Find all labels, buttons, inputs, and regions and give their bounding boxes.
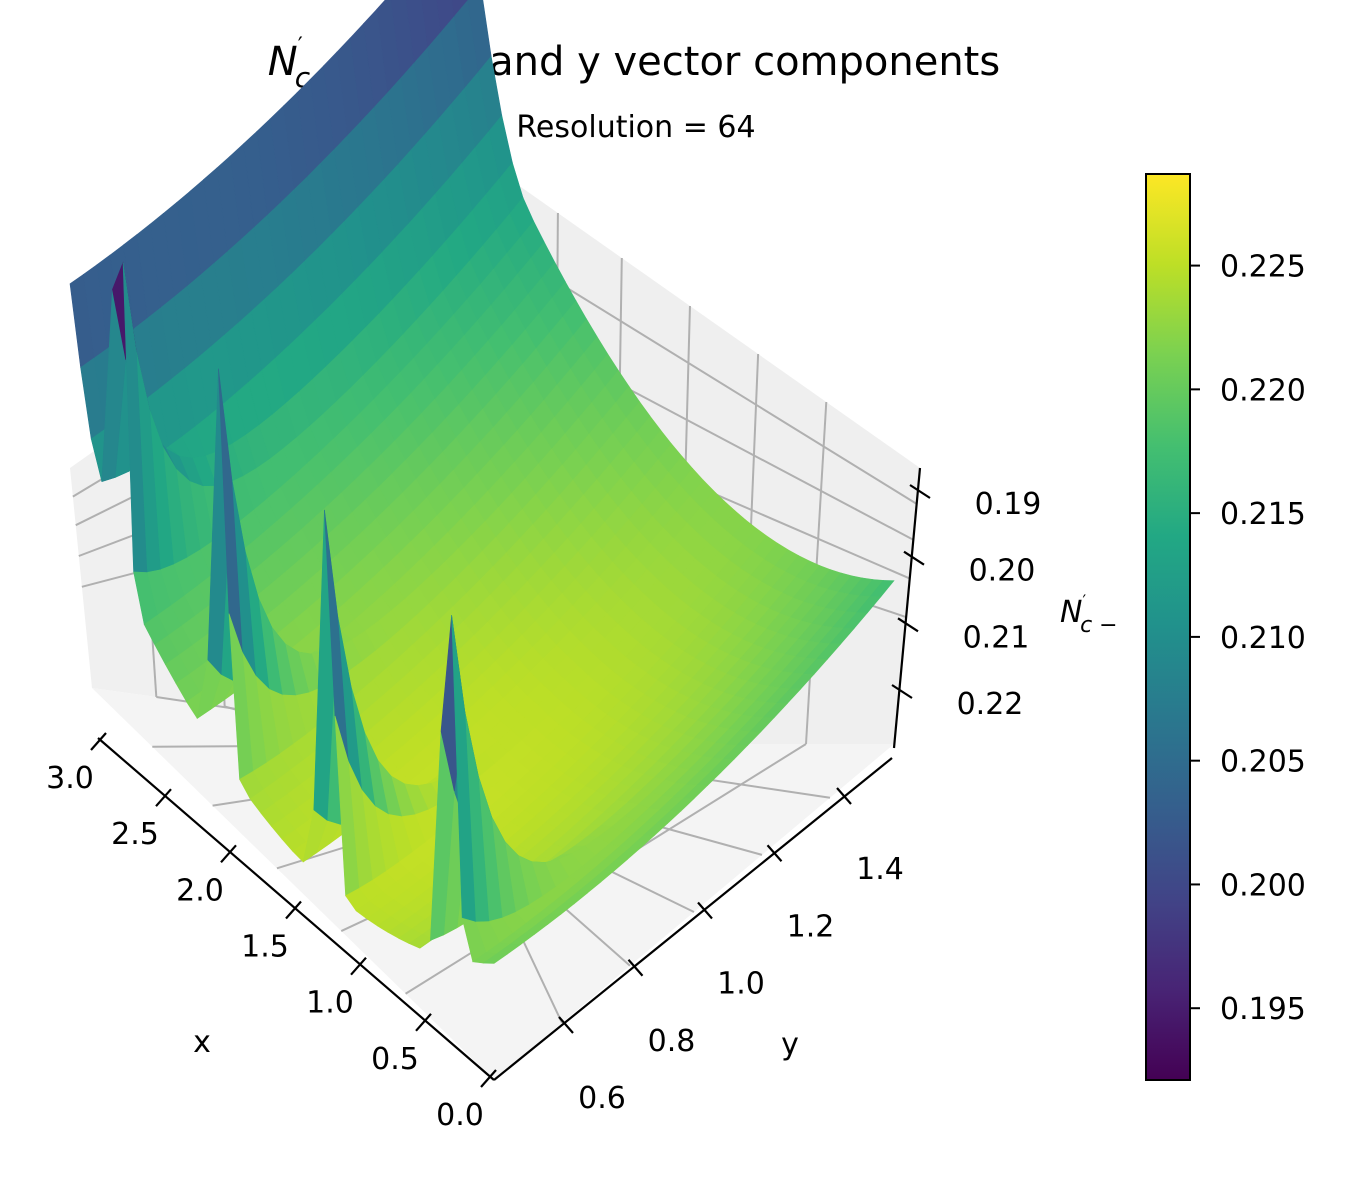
x-tick — [415, 1013, 432, 1032]
x-axis-label: x — [193, 1025, 211, 1060]
x-tick-label: 1.0 — [306, 986, 354, 1021]
colorbar-gradient — [1145, 173, 1191, 1081]
chart-subtitle: Resolution = 64 — [516, 110, 755, 145]
surface-patch — [482, 953, 509, 964]
z-label-prime: ′ — [1082, 591, 1086, 610]
z-tick-label: 0.21 — [963, 620, 1030, 655]
z-tick — [909, 484, 931, 499]
y-tick — [766, 844, 783, 862]
colorbar-tick-label: 0.200 — [1220, 868, 1306, 903]
z-tick — [903, 550, 925, 566]
z-axis-line — [892, 467, 922, 749]
x-ticks: 3.0 2.5 2.0 1.5 1.0 0.5 0.0 — [46, 732, 497, 1133]
y-axis-label: y — [781, 1027, 799, 1062]
y-tick-label: 1.2 — [787, 909, 835, 944]
z-tick — [897, 617, 919, 633]
y-tick — [697, 901, 713, 920]
z-tick-label: 0.22 — [957, 687, 1024, 722]
z-tick — [891, 684, 913, 699]
x-tick — [350, 956, 367, 976]
colorbar-ticks: 0.195 0.200 0.205 0.210 0.215 0.220 0.225 — [1190, 250, 1306, 1027]
title-symbol: N — [268, 39, 298, 85]
x-tick — [155, 788, 172, 807]
colorbar-tick-label: 0.220 — [1220, 373, 1306, 408]
z-label-symbol: N — [1060, 595, 1082, 630]
y-tick-label: 0.6 — [578, 1081, 626, 1116]
y-tick — [627, 959, 644, 977]
y-tick-label: 1.0 — [717, 967, 765, 1002]
x-tick-label: 3.0 — [46, 761, 94, 796]
x-tick — [480, 1069, 497, 1088]
colorbar-tick-label: 0.215 — [1220, 497, 1306, 532]
colorbar: 0.195 0.200 0.205 0.210 0.215 0.220 0.225 — [1145, 173, 1306, 1081]
colorbar-tick-label: 0.195 — [1220, 992, 1306, 1027]
z-tick-label: 0.20 — [969, 554, 1036, 589]
x-tick — [220, 844, 237, 864]
x-tick-label: 2.5 — [111, 817, 159, 852]
x-tick — [90, 732, 107, 751]
y-tick-label: 1.4 — [856, 852, 904, 887]
x-tick-label: 0.0 — [436, 1098, 484, 1133]
z-ticks: 0.19 0.20 0.21 0.22 — [891, 484, 1042, 722]
axes-3d: 3.0 2.5 2.0 1.5 1.0 0.5 0.0 0.6 0.8 1.0 1.2 1.4 0.… — [46, 0, 1118, 1133]
colorbar-tick-label: 0.210 — [1220, 621, 1306, 656]
x-tick-label: 0.5 — [371, 1042, 419, 1077]
x-tick-label: 1.5 — [241, 930, 289, 965]
z-axis-label: N′ c − — [1060, 591, 1118, 638]
z-tick-label: 0.19 — [975, 487, 1042, 522]
colorbar-tick-label: 0.225 — [1220, 250, 1306, 285]
x-axis-line — [97, 737, 495, 1081]
title-prime: ′ — [298, 34, 303, 59]
surface — [69, 0, 895, 964]
y-tick — [558, 1016, 574, 1034]
x-tick-label: 2.0 — [176, 873, 224, 908]
z-label-subscript: c − — [1080, 613, 1118, 638]
colorbar-tick-label: 0.205 — [1220, 745, 1306, 780]
y-tick-label: 0.8 — [648, 1024, 696, 1059]
y-ticks: 0.6 0.8 1.0 1.2 1.4 — [558, 787, 904, 1116]
y-axis-line — [493, 757, 893, 1081]
y-tick — [836, 787, 852, 805]
x-tick — [285, 900, 302, 920]
